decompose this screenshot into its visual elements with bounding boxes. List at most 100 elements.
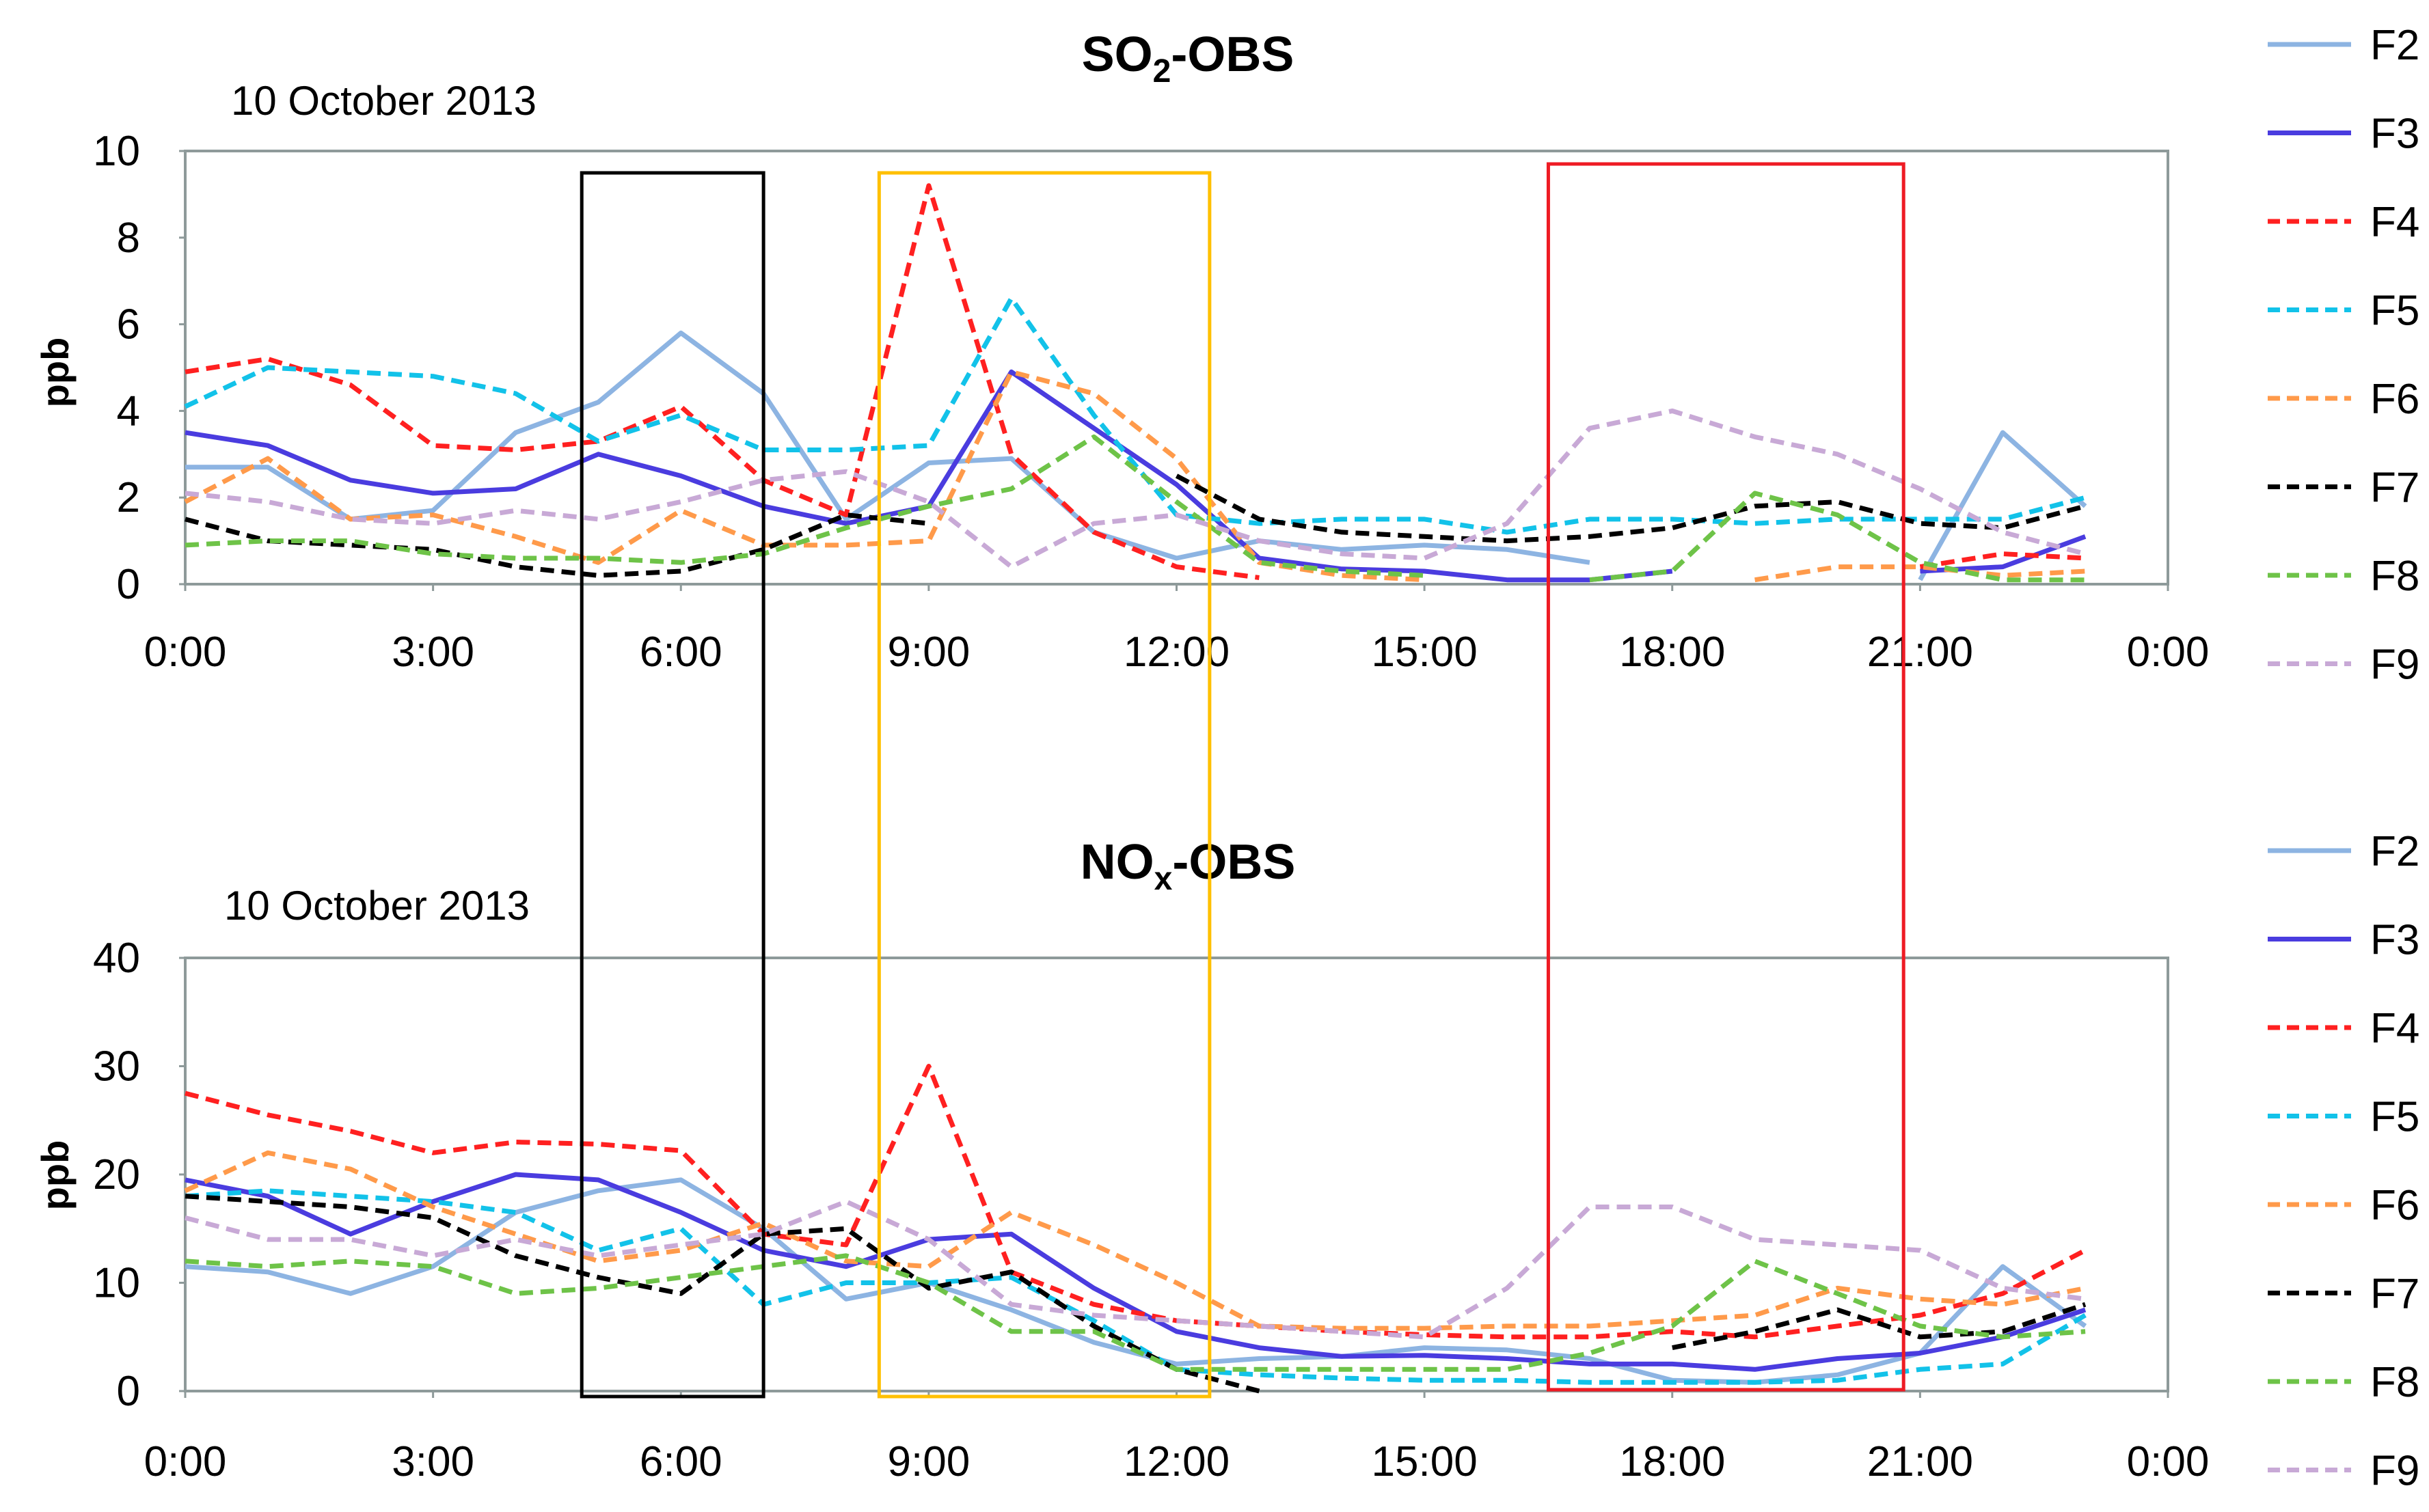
- so2-x-tick-label: 9:00: [888, 629, 971, 676]
- so2-x-tick-label: 15:00: [1372, 629, 1478, 676]
- nox-y-tick-label: 40: [93, 935, 140, 982]
- nox-x-tick-label: 6:00: [640, 1438, 722, 1485]
- nox-line-f7: [185, 1194, 1260, 1394]
- so2-line-f5: [184, 296, 2086, 535]
- nox-y-tick-label: 0: [117, 1368, 140, 1415]
- so2-y-tick-label: 0: [117, 561, 140, 608]
- nox-legend: F2 F3 F4 F5 F6 F7 F8 F9: [2268, 828, 2419, 1495]
- so2-line-f2: [1918, 430, 2087, 581]
- legend-label-f7: F7: [2370, 465, 2419, 512]
- nox-line-f9: [185, 1199, 2086, 1340]
- legend-label-f5: F5: [2370, 1094, 2419, 1141]
- nox-x-tick-label: 15:00: [1372, 1438, 1478, 1485]
- legend-label-f5: F5: [2370, 288, 2419, 335]
- nox-y-tick-label: 10: [93, 1260, 140, 1307]
- legend-label-f8: F8: [2370, 553, 2419, 600]
- so2-series-f9: [185, 408, 2086, 570]
- highlight-box-yellow: [877, 171, 1212, 1399]
- so2-legend: F2 F3 F4 F5 F6 F7 F8 F9: [2268, 22, 2419, 689]
- nox-line-f6: [184, 1150, 2086, 1331]
- so2-y-tick-label: 10: [93, 128, 140, 175]
- nox-line-f8: [185, 1253, 2086, 1372]
- so2-line-f8: [1589, 491, 2086, 583]
- nox-line-f3: [185, 1172, 2087, 1372]
- so2-series-f7: [185, 473, 2086, 578]
- so2-y-tick-label: 2: [117, 474, 140, 521]
- so2-y-axis-label: ppb: [33, 338, 77, 408]
- so2-title-suffix: -OBS: [1171, 27, 1294, 82]
- nox-chart: NOx-OBS 10 October 2013 ppb 0 10 20 30 40 0:…: [33, 835, 2209, 1485]
- nox-x-tick-label: 12:00: [1124, 1438, 1230, 1485]
- so2-x-tick-label: 0:00: [144, 629, 227, 676]
- so2-line-f8: [185, 434, 1425, 578]
- so2-series-f6: [184, 369, 2086, 583]
- nox-y-tick-label: 20: [93, 1151, 140, 1198]
- nox-x-tick-label: 0:00: [2127, 1438, 2210, 1485]
- nox-x-tick-label: 21:00: [1867, 1438, 1973, 1485]
- nox-y-tick-label: 30: [93, 1043, 140, 1090]
- so2-title-sub: 2: [1153, 53, 1171, 90]
- so2-x-tick-label: 12:00: [1124, 629, 1230, 676]
- so2-y-tick-label: 6: [117, 301, 140, 348]
- so2-line-f4: [185, 183, 1260, 580]
- so2-series-f5: [184, 296, 2086, 535]
- legend-label-f7: F7: [2370, 1271, 2419, 1318]
- nox-line-f7: [1672, 1302, 2087, 1351]
- nox-chart-title: NOx-OBS: [1081, 835, 1296, 897]
- legend-label-f8: F8: [2370, 1359, 2419, 1406]
- so2-x-tick-label: 0:00: [2127, 629, 2210, 676]
- so2-line-f9: [185, 408, 2086, 570]
- nox-x-tick-label: 0:00: [144, 1438, 227, 1485]
- legend-label-f2: F2: [2370, 828, 2419, 875]
- nox-series-f8: [185, 1253, 2086, 1372]
- so2-series-f2: [185, 330, 2087, 581]
- so2-x-tick-label: 3:00: [392, 629, 474, 676]
- legend-label-f6: F6: [2370, 1182, 2419, 1229]
- so2-y-tick-label: 8: [117, 215, 140, 262]
- highlight-box-black: [580, 171, 765, 1399]
- legend-label-f3: F3: [2370, 111, 2419, 158]
- nox-series-f3: [185, 1172, 2087, 1372]
- nox-line-f2: [185, 1177, 2087, 1385]
- so2-x-tick-label: 21:00: [1867, 629, 1973, 676]
- nox-series-f9: [185, 1199, 2086, 1340]
- nox-series-f6: [184, 1150, 2086, 1331]
- legend-label-f2: F2: [2370, 22, 2419, 69]
- nox-title-suffix: -OBS: [1172, 835, 1295, 890]
- nox-series-f7: [185, 1194, 2087, 1394]
- legend-label-f4: F4: [2370, 1005, 2419, 1052]
- nox-series-f2: [185, 1177, 2087, 1385]
- nox-title-main: NO: [1081, 835, 1154, 890]
- nox-chart-subtitle: 10 October 2013: [224, 883, 530, 929]
- so2-line-f4: [1919, 551, 2086, 570]
- so2-series-f8: [185, 434, 2086, 583]
- so2-line-f6: [1754, 564, 2086, 583]
- nox-series-f4: [185, 1064, 2087, 1340]
- so2-x-tick-label: 18:00: [1619, 629, 1725, 676]
- so2-line-f6: [184, 369, 1425, 583]
- nox-x-tick-label: 3:00: [392, 1438, 474, 1485]
- so2-y-tick-label: 4: [117, 387, 140, 435]
- so2-x-tick-label: 6:00: [640, 629, 722, 676]
- so2-chart-subtitle: 10 October 2013: [231, 78, 537, 124]
- legend-label-f9: F9: [2370, 642, 2419, 689]
- nox-x-tick-label: 9:00: [888, 1438, 971, 1485]
- nox-x-tick-label: 18:00: [1619, 1438, 1725, 1485]
- nox-y-axis-label: ppb: [33, 1140, 77, 1211]
- so2-line-f7: [1175, 473, 2086, 544]
- highlight-box-red: [1546, 162, 1905, 1392]
- nox-title-sub: x: [1154, 861, 1173, 897]
- so2-line-f2: [185, 330, 1590, 565]
- nox-line-f4: [185, 1064, 2087, 1340]
- so2-chart-title: SO2-OBS: [1082, 27, 1294, 90]
- so2-title-main: SO: [1082, 27, 1153, 82]
- legend-label-f3: F3: [2370, 917, 2419, 964]
- highlight-boxes: [580, 162, 1905, 1399]
- so2-series-f4: [185, 183, 2086, 580]
- legend-label-f9: F9: [2370, 1448, 2419, 1495]
- legend-label-f6: F6: [2370, 376, 2419, 423]
- legend-label-f4: F4: [2370, 199, 2419, 246]
